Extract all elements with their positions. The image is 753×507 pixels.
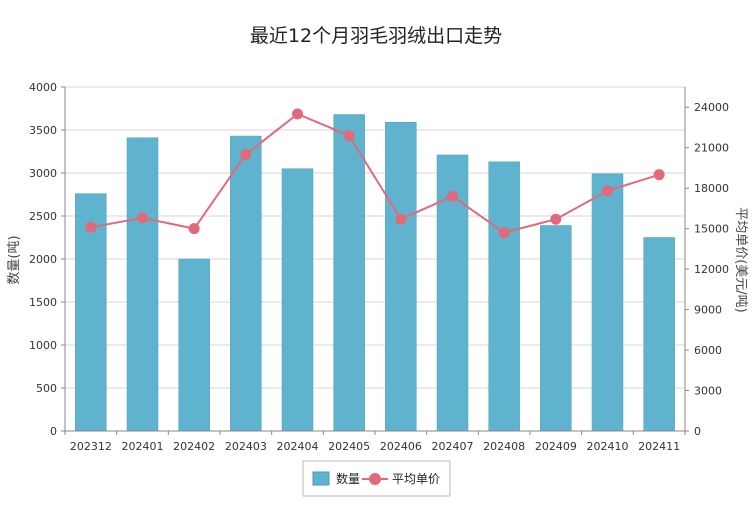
line-series bbox=[85, 108, 665, 239]
chart-title: 最近12个月羽毛羽绒出口走势 bbox=[250, 25, 502, 47]
bar bbox=[178, 258, 210, 432]
bar bbox=[75, 193, 107, 432]
line-point bbox=[292, 108, 303, 120]
line-point bbox=[550, 213, 562, 225]
bar-series bbox=[75, 114, 675, 432]
y2-tick-label: 9000 bbox=[694, 304, 722, 317]
x-tick-label: 202407 bbox=[432, 440, 474, 453]
line-point bbox=[85, 221, 97, 233]
gridlines bbox=[65, 86, 685, 432]
x-tick-label: 202406 bbox=[380, 440, 422, 453]
y-tick-label: 2000 bbox=[29, 253, 57, 266]
y-axis-label: 数量(吨) bbox=[7, 235, 22, 284]
x-tick-label: 202404 bbox=[277, 440, 319, 453]
y2-tick-label: 18000 bbox=[694, 182, 729, 195]
bar bbox=[333, 114, 365, 432]
x-tick-label: 202403 bbox=[225, 440, 267, 453]
y-tick-label: 0 bbox=[50, 425, 57, 438]
x-tick-label: 202410 bbox=[587, 440, 629, 453]
y2-tick-label: 3000 bbox=[694, 385, 722, 398]
y2-tick-label: 12000 bbox=[694, 263, 729, 276]
line-path bbox=[90, 112, 660, 234]
bar bbox=[488, 161, 520, 432]
y-tick-label: 4000 bbox=[29, 81, 57, 94]
legend: 数量 平均单价 bbox=[302, 460, 451, 497]
y-tick-label: 2500 bbox=[29, 210, 57, 223]
x-tick-label: 202401 bbox=[122, 440, 164, 453]
x-tick-label: 202411 bbox=[638, 440, 680, 453]
legend-label-line: 平均单价 bbox=[392, 472, 440, 486]
x-tick-label: 202409 bbox=[535, 440, 577, 453]
legend-swatch-bar bbox=[312, 471, 330, 486]
bar bbox=[540, 225, 572, 432]
y2-tick-label: 24000 bbox=[694, 101, 729, 114]
axes: 0 500 1000 1500 2000 2500 3000 3500 4000 0 3000 600… bbox=[29, 81, 729, 453]
bar bbox=[230, 135, 262, 432]
line-point bbox=[395, 213, 407, 225]
x-tick-label: 202408 bbox=[483, 440, 525, 453]
legend-swatch-marker bbox=[369, 473, 381, 485]
line-point bbox=[343, 130, 355, 142]
legend-label-bar: 数量 bbox=[336, 471, 360, 486]
y2-tick-label: 6000 bbox=[694, 344, 722, 357]
bar bbox=[126, 137, 159, 432]
bar bbox=[281, 168, 314, 432]
line-point bbox=[602, 185, 613, 197]
bar bbox=[643, 237, 675, 432]
y2-tick-label: 0 bbox=[694, 425, 701, 438]
x-tick-label: 202312 bbox=[70, 440, 112, 453]
line-point bbox=[137, 212, 148, 224]
bar bbox=[385, 122, 417, 432]
x-tick-label: 202402 bbox=[173, 440, 215, 453]
line-point bbox=[447, 190, 458, 202]
y-tick-label: 1000 bbox=[29, 339, 57, 352]
y-tick-label: 3000 bbox=[29, 167, 57, 180]
bar bbox=[591, 173, 624, 432]
y-tick-label: 1500 bbox=[29, 296, 57, 309]
y-tick-label: 500 bbox=[36, 382, 57, 395]
y-tick-label: 3500 bbox=[29, 124, 57, 137]
y2-axis-label: 平均单价(美元/吨) bbox=[733, 207, 748, 313]
line-point bbox=[653, 169, 665, 181]
line-point bbox=[498, 227, 510, 239]
x-tick-label: 202405 bbox=[328, 440, 370, 453]
line-point bbox=[188, 223, 200, 235]
y2-tick-label: 21000 bbox=[694, 142, 729, 155]
line-point bbox=[240, 148, 252, 160]
y2-tick-label: 15000 bbox=[694, 223, 729, 236]
